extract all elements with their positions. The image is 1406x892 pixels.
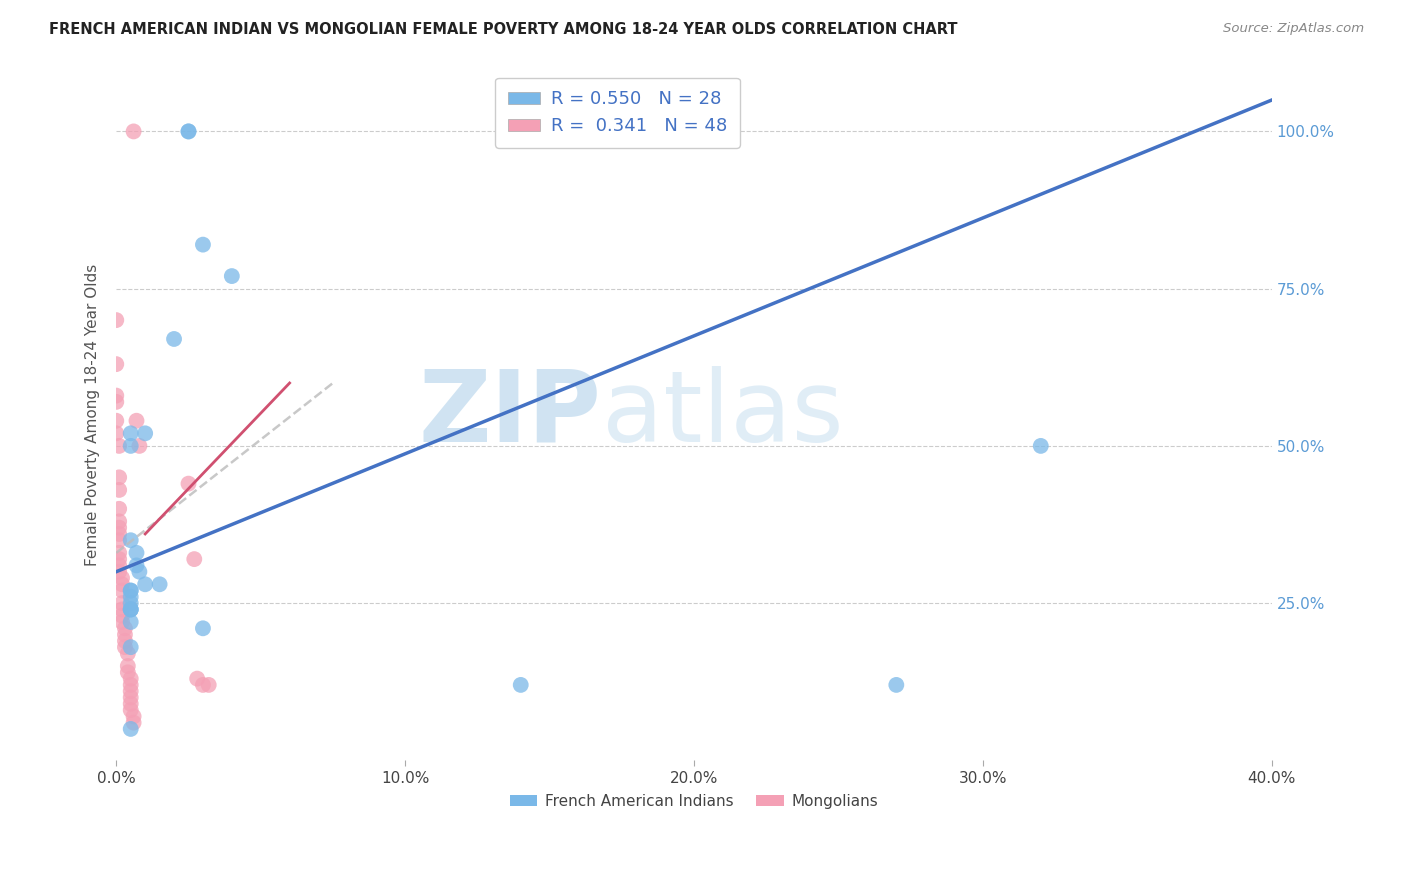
Point (105, 414, 128, 428)
Point (120, 678, 142, 692)
Point (177, 124, 200, 138)
Point (105, 388, 128, 402)
Point (197, 678, 219, 692)
Point (108, 565, 131, 579)
Point (125, 546, 148, 560)
Point (120, 640, 142, 655)
Point (125, 558, 148, 573)
Point (108, 515, 131, 529)
Point (108, 483, 131, 497)
Point (120, 439, 142, 453)
Point (120, 722, 142, 736)
Point (120, 602, 142, 616)
Point (108, 521, 131, 535)
Point (111, 577, 134, 591)
Point (134, 577, 156, 591)
Point (111, 583, 134, 598)
Point (125, 414, 148, 428)
Point (120, 426, 142, 441)
Point (120, 596, 142, 610)
Y-axis label: Female Poverty Among 18-24 Year Olds: Female Poverty Among 18-24 Year Olds (86, 263, 100, 566)
Point (111, 608, 134, 623)
Point (108, 546, 131, 560)
Point (117, 665, 139, 680)
Point (117, 647, 139, 661)
Point (114, 633, 136, 648)
Point (120, 583, 142, 598)
Text: FRENCH AMERICAN INDIAN VS MONGOLIAN FEMALE POVERTY AMONG 18-24 YEAR OLDS CORRELA: FRENCH AMERICAN INDIAN VS MONGOLIAN FEMA… (49, 22, 957, 37)
Point (120, 602, 142, 616)
Point (108, 558, 131, 573)
Point (108, 527, 131, 541)
Point (111, 596, 134, 610)
Point (108, 439, 131, 453)
Point (120, 690, 142, 705)
Point (105, 426, 128, 441)
Point (122, 709, 145, 723)
Point (105, 395, 128, 409)
Point (221, 269, 243, 284)
Point (108, 501, 131, 516)
Point (120, 684, 142, 698)
Text: atlas: atlas (602, 366, 844, 463)
Point (183, 552, 205, 566)
Point (120, 672, 142, 686)
Point (117, 659, 139, 673)
Point (108, 552, 131, 566)
Point (114, 640, 136, 655)
Point (177, 476, 200, 491)
Point (128, 439, 150, 453)
Point (120, 697, 142, 711)
Point (149, 577, 172, 591)
Point (120, 590, 142, 604)
Point (120, 602, 142, 616)
Point (120, 533, 142, 548)
Point (122, 715, 145, 730)
Point (186, 672, 208, 686)
Point (120, 703, 142, 717)
Point (884, 678, 907, 692)
Point (191, 621, 214, 635)
Point (177, 124, 200, 138)
Point (111, 602, 134, 616)
Text: ZIP: ZIP (419, 366, 602, 463)
Point (120, 615, 142, 629)
Point (120, 583, 142, 598)
Point (105, 313, 128, 327)
Text: Source: ZipAtlas.com: Source: ZipAtlas.com (1223, 22, 1364, 36)
Point (128, 565, 150, 579)
Point (122, 124, 145, 138)
Point (105, 357, 128, 371)
Point (163, 332, 186, 346)
Point (111, 615, 134, 629)
Point (191, 678, 214, 692)
Point (108, 470, 131, 484)
Point (111, 571, 134, 585)
Legend: French American Indians, Mongolians: French American Indians, Mongolians (503, 788, 884, 815)
Point (114, 627, 136, 641)
Point (191, 237, 214, 252)
Point (509, 678, 531, 692)
Point (114, 621, 136, 635)
Point (134, 426, 156, 441)
Point (1029, 439, 1052, 453)
Point (108, 533, 131, 548)
